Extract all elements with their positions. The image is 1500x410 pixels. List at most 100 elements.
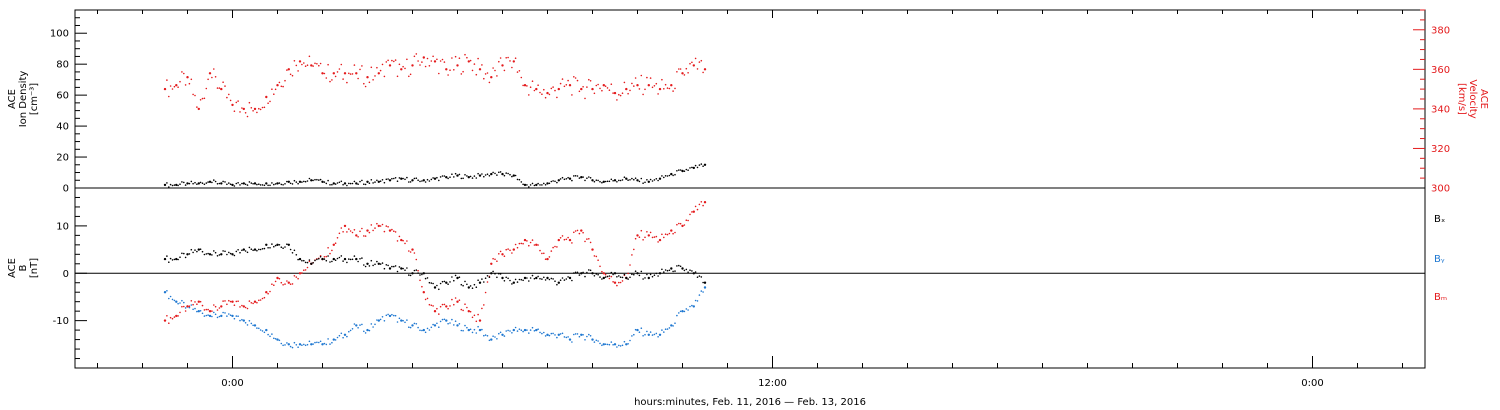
velocity-trace xyxy=(273,93,275,95)
bx-trace xyxy=(201,250,204,253)
by-trace xyxy=(357,327,359,329)
bx-trace xyxy=(207,252,209,255)
by-trace xyxy=(409,326,412,329)
bx-trace xyxy=(226,253,228,256)
velocity-trace xyxy=(627,92,629,95)
bz-trace xyxy=(363,235,365,237)
by-trace xyxy=(271,333,273,335)
by-point xyxy=(253,324,257,327)
by-trace xyxy=(224,312,226,314)
bx-trace xyxy=(228,251,230,254)
velocity-trace xyxy=(548,93,551,96)
bx-trace xyxy=(702,281,704,284)
velocity-point xyxy=(512,60,515,63)
bx-trace xyxy=(441,280,444,283)
by-trace xyxy=(477,325,479,328)
bx-trace xyxy=(393,265,395,268)
by-trace xyxy=(342,336,344,339)
velocity-trace xyxy=(494,69,496,72)
density-point xyxy=(523,183,527,187)
density-point xyxy=(276,182,279,185)
bz-trace xyxy=(601,270,603,273)
bz-trace xyxy=(439,305,442,308)
velocity-point xyxy=(411,64,414,67)
density-trace xyxy=(492,171,494,174)
x-tick-label: 12:00 xyxy=(758,378,787,389)
bx-trace xyxy=(627,278,629,280)
density-trace xyxy=(653,179,656,181)
velocity-trace xyxy=(696,68,699,70)
velocity-point xyxy=(332,72,335,75)
by-trace xyxy=(533,330,536,332)
velocity-point xyxy=(557,87,560,91)
bz-trace xyxy=(323,255,326,258)
by-point xyxy=(220,314,223,318)
bz-trace xyxy=(471,316,474,319)
by-trace xyxy=(338,334,341,337)
density-trace xyxy=(188,182,191,185)
density-trace xyxy=(396,180,399,182)
bz-trace xyxy=(188,305,191,308)
bz-trace xyxy=(438,313,440,315)
by-trace xyxy=(168,297,170,300)
by-trace xyxy=(700,290,703,292)
density-trace xyxy=(421,180,423,182)
density-point xyxy=(602,180,605,183)
bz-trace xyxy=(629,264,631,266)
density-point xyxy=(535,183,538,187)
bx-trace xyxy=(678,264,680,267)
bx-trace xyxy=(531,274,534,277)
density-trace xyxy=(239,184,241,186)
bz-trace xyxy=(201,304,204,307)
bz-trace xyxy=(664,233,667,235)
velocity-trace xyxy=(201,97,204,100)
bz-point xyxy=(647,234,650,237)
velocity-trace xyxy=(488,81,491,84)
by-trace xyxy=(361,323,363,326)
velocity-trace xyxy=(216,87,219,89)
density-trace xyxy=(447,177,449,180)
density-trace xyxy=(269,184,271,187)
density-trace xyxy=(676,170,678,172)
by-trace xyxy=(351,328,354,330)
density-trace xyxy=(687,169,689,171)
bz-trace xyxy=(244,306,247,309)
velocity-trace xyxy=(259,108,262,111)
bx-trace xyxy=(237,249,239,251)
bottom-left-tick-label: 10 xyxy=(56,221,69,232)
density-point xyxy=(388,179,392,182)
velocity-trace xyxy=(192,93,194,96)
density-trace xyxy=(552,180,554,182)
density-trace xyxy=(464,174,466,176)
bx-trace xyxy=(571,279,573,282)
bx-point xyxy=(523,276,527,280)
density-trace xyxy=(218,182,221,185)
bottom-left-tick-label: 0 xyxy=(63,269,69,280)
by-trace xyxy=(331,341,333,344)
velocity-trace xyxy=(205,87,208,90)
by-point xyxy=(411,324,414,327)
velocity-point xyxy=(456,64,459,67)
by-point xyxy=(310,343,313,346)
bx-point xyxy=(647,276,650,280)
by-trace xyxy=(280,342,283,345)
by-trace xyxy=(336,336,339,339)
density-trace xyxy=(205,182,208,184)
velocity-trace xyxy=(424,65,427,68)
density-trace xyxy=(379,180,382,182)
bz-point xyxy=(377,224,380,228)
bz-point xyxy=(163,319,167,322)
by-trace xyxy=(171,298,174,301)
velocity-trace xyxy=(664,83,667,86)
bz-trace xyxy=(348,228,350,230)
bz-trace xyxy=(179,311,181,314)
bz-trace xyxy=(674,231,676,234)
by-trace xyxy=(698,294,701,296)
bx-trace xyxy=(376,260,378,263)
bz-point xyxy=(658,238,662,242)
density-trace xyxy=(642,182,644,184)
velocity-trace xyxy=(274,88,277,91)
density-trace xyxy=(453,176,455,178)
by-point xyxy=(613,343,617,346)
density-trace xyxy=(235,182,238,185)
